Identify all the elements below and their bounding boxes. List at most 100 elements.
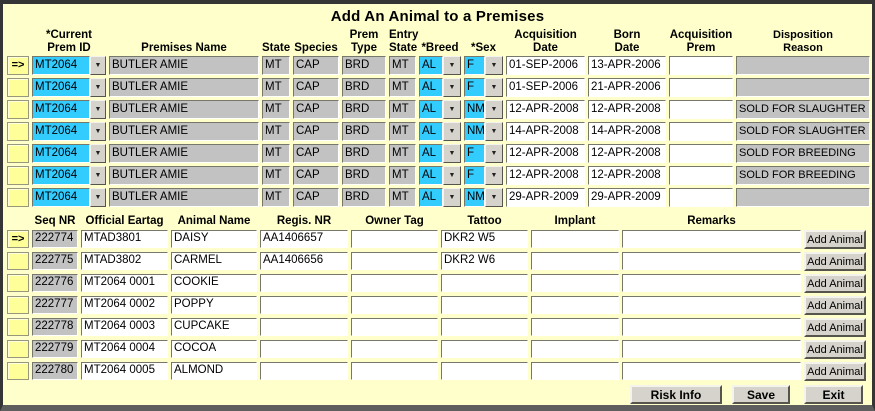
tattoo-field[interactable] <box>441 340 528 358</box>
row-selector[interactable]: => <box>7 230 29 248</box>
born-date-field[interactable]: 12-APR-2008 <box>588 144 666 163</box>
chevron-down-icon[interactable]: ▼ <box>443 166 461 185</box>
owner-tag-field[interactable] <box>351 274 438 292</box>
animal-name-field[interactable]: POPPY <box>171 296 257 314</box>
born-date-field[interactable]: 21-APR-2006 <box>588 78 666 97</box>
prem-id-field[interactable]: MT2064 <box>32 100 90 119</box>
breed-field[interactable]: AL <box>419 188 443 207</box>
owner-tag-field[interactable] <box>351 252 438 270</box>
chevron-down-icon[interactable]: ▼ <box>443 100 461 119</box>
implant-field[interactable] <box>531 296 619 314</box>
acquisition-prem-field[interactable] <box>669 188 733 207</box>
sex-field[interactable]: F <box>464 56 485 75</box>
breed-field[interactable]: AL <box>419 56 443 75</box>
chevron-down-icon[interactable]: ▼ <box>485 122 503 141</box>
chevron-down-icon[interactable]: ▼ <box>90 100 106 119</box>
breed-field[interactable]: AL <box>419 122 443 141</box>
owner-tag-field[interactable] <box>351 362 438 380</box>
animal-name-field[interactable]: ALMOND <box>171 362 257 380</box>
row-selector[interactable]: => <box>7 56 29 75</box>
animal-name-field[interactable]: CUPCAKE <box>171 318 257 336</box>
row-selector[interactable] <box>7 188 29 207</box>
implant-field[interactable] <box>531 340 619 358</box>
row-selector[interactable] <box>7 78 29 97</box>
row-selector[interactable] <box>7 252 29 270</box>
acquisition-date-field[interactable]: 12-APR-2008 <box>506 166 585 185</box>
row-selector[interactable] <box>7 144 29 163</box>
add-animal-button[interactable]: Add Animal <box>804 296 866 315</box>
acquisition-prem-field[interactable] <box>669 122 733 141</box>
row-selector[interactable] <box>7 362 29 380</box>
sex-field[interactable]: F <box>464 144 485 163</box>
regis-nr-field[interactable]: AA1406656 <box>260 252 348 270</box>
remarks-field[interactable] <box>622 340 801 358</box>
tattoo-field[interactable] <box>441 296 528 314</box>
breed-field[interactable]: AL <box>419 78 443 97</box>
regis-nr-field[interactable] <box>260 296 348 314</box>
tattoo-field[interactable] <box>441 318 528 336</box>
official-eartag-field[interactable]: MT2064 0005 <box>81 362 168 380</box>
tattoo-field[interactable]: DKR2 W5 <box>441 230 528 248</box>
row-selector[interactable] <box>7 122 29 141</box>
row-selector[interactable] <box>7 274 29 292</box>
sex-field[interactable]: F <box>464 78 485 97</box>
tattoo-field[interactable] <box>441 362 528 380</box>
chevron-down-icon[interactable]: ▼ <box>485 78 503 97</box>
official-eartag-field[interactable]: MTAD3801 <box>81 230 168 248</box>
add-animal-button[interactable]: Add Animal <box>804 318 866 337</box>
remarks-field[interactable] <box>622 318 801 336</box>
prem-id-field[interactable]: MT2064 <box>32 78 90 97</box>
chevron-down-icon[interactable]: ▼ <box>90 56 106 75</box>
chevron-down-icon[interactable]: ▼ <box>90 122 106 141</box>
regis-nr-field[interactable] <box>260 340 348 358</box>
acquisition-prem-field[interactable] <box>669 56 733 75</box>
breed-field[interactable]: AL <box>419 166 443 185</box>
prem-id-field[interactable]: MT2064 <box>32 144 90 163</box>
acquisition-date-field[interactable]: 01-SEP-2006 <box>506 56 585 75</box>
acquisition-date-field[interactable]: 12-APR-2008 <box>506 100 585 119</box>
sex-field[interactable]: F <box>464 166 485 185</box>
implant-field[interactable] <box>531 274 619 292</box>
add-animal-button[interactable]: Add Animal <box>804 230 866 249</box>
implant-field[interactable] <box>531 362 619 380</box>
regis-nr-field[interactable] <box>260 274 348 292</box>
acquisition-date-field[interactable]: 29-APR-2009 <box>506 188 585 207</box>
owner-tag-field[interactable] <box>351 296 438 314</box>
chevron-down-icon[interactable]: ▼ <box>485 100 503 119</box>
born-date-field[interactable]: 12-APR-2008 <box>588 100 666 119</box>
chevron-down-icon[interactable]: ▼ <box>485 188 503 207</box>
regis-nr-field[interactable] <box>260 362 348 380</box>
official-eartag-field[interactable]: MT2064 0002 <box>81 296 168 314</box>
remarks-field[interactable] <box>622 296 801 314</box>
add-animal-button[interactable]: Add Animal <box>804 274 866 293</box>
breed-field[interactable]: AL <box>419 100 443 119</box>
chevron-down-icon[interactable]: ▼ <box>90 78 106 97</box>
chevron-down-icon[interactable]: ▼ <box>443 78 461 97</box>
acquisition-date-field[interactable]: 12-APR-2008 <box>506 144 585 163</box>
regis-nr-field[interactable] <box>260 318 348 336</box>
implant-field[interactable] <box>531 230 619 248</box>
exit-button[interactable]: Exit <box>804 385 863 404</box>
born-date-field[interactable]: 13-APR-2006 <box>588 56 666 75</box>
animal-name-field[interactable]: COCOA <box>171 340 257 358</box>
row-selector[interactable] <box>7 100 29 119</box>
chevron-down-icon[interactable]: ▼ <box>485 144 503 163</box>
prem-id-field[interactable]: MT2064 <box>32 166 90 185</box>
prem-id-field[interactable]: MT2064 <box>32 56 90 75</box>
chevron-down-icon[interactable]: ▼ <box>443 188 461 207</box>
official-eartag-field[interactable]: MT2064 0001 <box>81 274 168 292</box>
implant-field[interactable] <box>531 252 619 270</box>
add-animal-button[interactable]: Add Animal <box>804 362 866 381</box>
animal-name-field[interactable]: CARMEL <box>171 252 257 270</box>
sex-field[interactable]: NM <box>464 188 485 207</box>
born-date-field[interactable]: 12-APR-2008 <box>588 166 666 185</box>
remarks-field[interactable] <box>622 274 801 292</box>
animal-name-field[interactable]: COOKIE <box>171 274 257 292</box>
add-animal-button[interactable]: Add Animal <box>804 252 866 271</box>
acquisition-prem-field[interactable] <box>669 166 733 185</box>
official-eartag-field[interactable]: MT2064 0004 <box>81 340 168 358</box>
acquisition-prem-field[interactable] <box>669 78 733 97</box>
chevron-down-icon[interactable]: ▼ <box>90 188 106 207</box>
prem-id-field[interactable]: MT2064 <box>32 188 90 207</box>
remarks-field[interactable] <box>622 362 801 380</box>
